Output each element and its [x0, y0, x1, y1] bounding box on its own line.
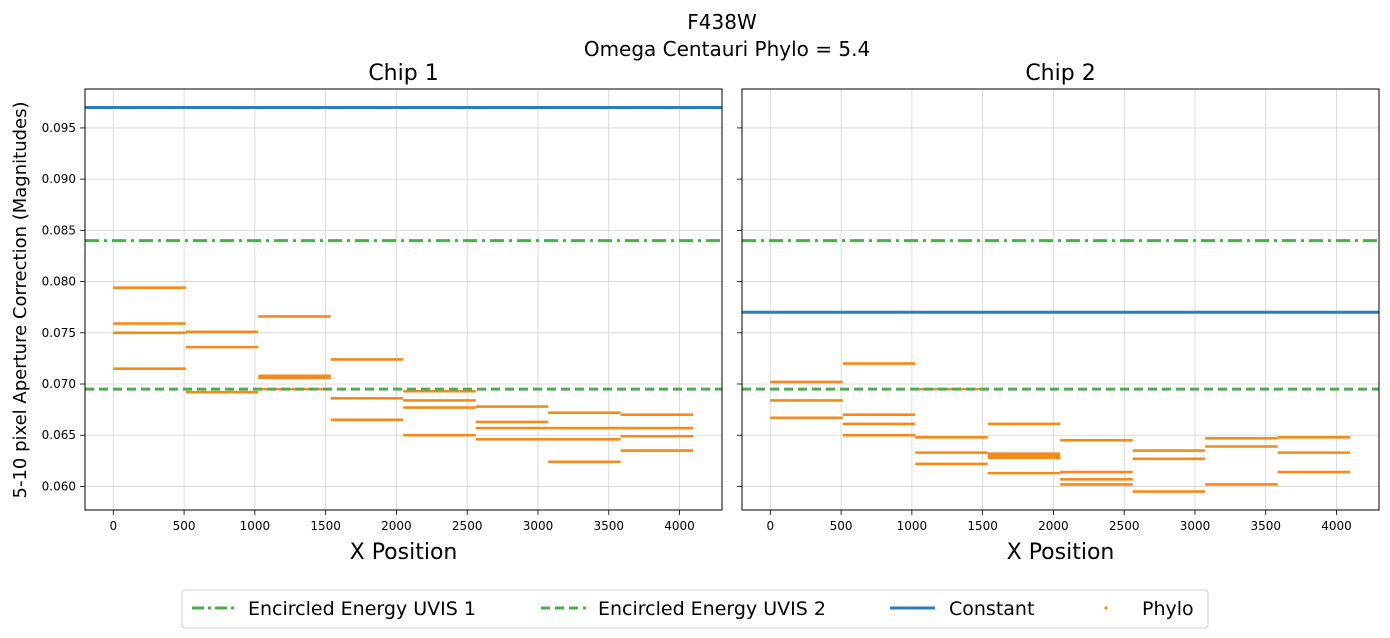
chip1-x-tick-label: 3000	[523, 519, 554, 533]
chip2-x-tick-label: 0	[766, 519, 774, 533]
chip2-x-tick-label: 3500	[1250, 519, 1281, 533]
chip1-x-tick-label: 1000	[240, 519, 271, 533]
chip1-x-tick-label: 1500	[310, 519, 341, 533]
figure-title-line2: Omega Centauri Phylo = 5.4	[584, 37, 870, 61]
legend-ee-uvis1-label: Encircled Energy UVIS 1	[248, 598, 476, 620]
chip2-x-tick-label: 3000	[1180, 519, 1211, 533]
chip1-y-tick-label: 0.085	[42, 223, 76, 237]
figure-title-line1: F438W	[687, 10, 757, 34]
chip1-y-tick-label: 0.095	[42, 121, 76, 135]
chip2-x-axis-label: X Position	[1007, 540, 1115, 565]
chip-2-panel: 0 500 1000 1500 2000 2500 3000 3500 4000 Chip 2 X …	[737, 61, 1380, 565]
chip2-axes-frame	[741, 88, 1380, 511]
chip2-x-tick-label: 2000	[1038, 519, 1069, 533]
chip2-x-tick-label: 500	[830, 519, 853, 533]
chip1-x-tick-label: 0	[109, 519, 117, 533]
chip2-x-tick-label: 4000	[1321, 519, 1352, 533]
chip2-title: Chip 2	[1025, 61, 1095, 86]
chip2-x-tick-label: 1500	[967, 519, 998, 533]
chip1-x-tick-label: 2000	[381, 519, 412, 533]
legend: Encircled Energy UVIS 1 Encircled Energy…	[181, 589, 1209, 629]
chip1-axes-frame	[84, 88, 723, 511]
legend-phylo-swatch	[1104, 606, 1108, 610]
chip1-x-axis-label: X Position	[350, 540, 458, 565]
chip1-y-tick-label: 0.075	[42, 326, 76, 340]
chip1-y-tick-label: 0.070	[42, 377, 76, 391]
chip1-x-tick-label: 3500	[593, 519, 624, 533]
legend-phylo-label: Phylo	[1142, 598, 1194, 620]
legend-ee-uvis2-label: Encircled Energy UVIS 2	[598, 598, 826, 620]
chip2-x-tick-label: 1000	[897, 519, 928, 533]
chip1-y-tick-label: 0.060	[42, 479, 76, 493]
chip1-x-tick-label: 500	[173, 519, 196, 533]
chip1-title: Chip 1	[368, 61, 438, 86]
chip-1-panel: 0 500 1000 1500 2000 2500 3000 3500 4000 0.060 0.0…	[42, 61, 723, 565]
legend-constant-label: Constant	[949, 598, 1034, 620]
y-axis-label: 5-10 pixel Aperture Correction (Magnitud…	[10, 101, 31, 498]
chip1-y-tick-label: 0.065	[42, 428, 76, 442]
chip1-x-tick-label: 4000	[664, 519, 695, 533]
legend-frame	[181, 589, 1209, 629]
chip2-x-tick-label: 2500	[1109, 519, 1140, 533]
chip1-y-tick-label: 0.090	[42, 172, 76, 186]
chip1-y-tick-label: 0.080	[42, 275, 76, 289]
chip1-x-tick-label: 2500	[452, 519, 483, 533]
